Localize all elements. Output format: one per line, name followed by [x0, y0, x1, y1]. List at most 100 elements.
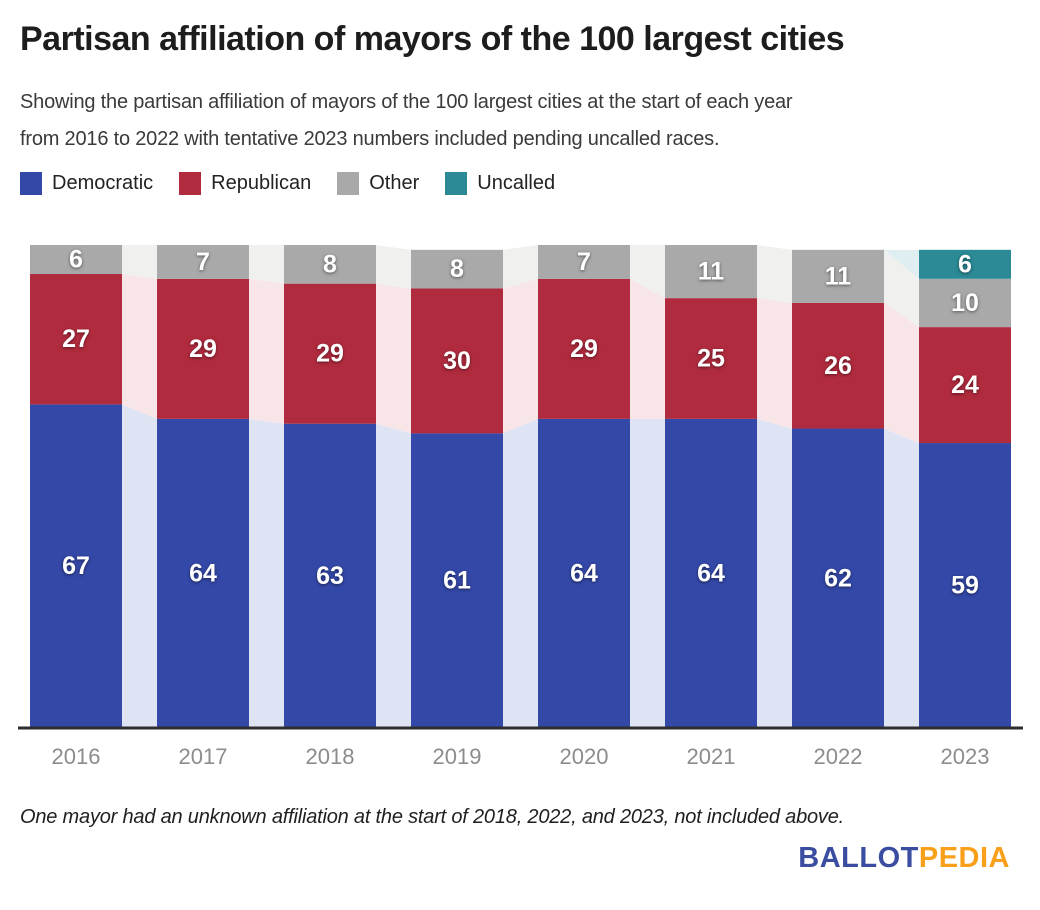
chart-footnote: One mayor had an unknown affiliation at …: [20, 806, 845, 828]
value-label-republican-2017: 29: [189, 335, 217, 363]
connector-band-republican: [376, 283, 411, 434]
x-tick-label-2022: 2022: [814, 744, 863, 769]
connector-band-democratic: [630, 418, 665, 728]
bar-segment-democratic-2018: [284, 423, 376, 728]
bar-segment-republican-2018: [284, 283, 376, 424]
value-label-democratic-2019: 61: [443, 567, 471, 595]
value-label-republican-2020: 29: [570, 335, 598, 363]
legend-label: Other: [369, 172, 420, 194]
value-label-republican-2022: 26: [824, 352, 852, 380]
bar-segment-republican-2023: [919, 327, 1011, 444]
logo-ballot: BALLOT: [798, 842, 919, 874]
legend-label: Uncalled: [477, 172, 556, 194]
legend-swatch-uncalled: [445, 172, 468, 195]
connector-band-republican: [122, 273, 157, 419]
value-label-other-2023: 10: [951, 289, 979, 317]
legend-swatch-other: [337, 172, 360, 195]
x-tick-label-2020: 2020: [560, 744, 609, 769]
connector-band-other: [122, 245, 157, 279]
value-label-democratic-2016: 67: [62, 552, 90, 580]
connector-band-other: [249, 245, 284, 284]
value-label-uncalled-2023: 6: [958, 250, 972, 278]
bar-segment-democratic-2017: [157, 418, 249, 728]
legend-item-uncalled: Uncalled: [445, 172, 555, 195]
value-label-other-2018: 8: [323, 250, 337, 278]
bar-segment-other-2020: [538, 245, 630, 279]
bar-segment-other-2016: [30, 245, 122, 274]
legend-label: Democratic: [52, 172, 154, 194]
connector-band-republican: [630, 278, 665, 419]
x-tick-label-2018: 2018: [306, 744, 355, 769]
connector-band-democratic: [376, 423, 411, 728]
connector-band-democratic: [884, 428, 919, 728]
bar-segment-democratic-2022: [792, 428, 884, 728]
bar-segment-other-2022: [792, 249, 884, 303]
x-tick-label-2017: 2017: [179, 744, 228, 769]
connector-band-democratic: [503, 418, 538, 728]
bar-segment-republican-2020: [538, 278, 630, 419]
chart-legend: Democratic Republican Other Uncalled: [20, 172, 555, 195]
bar-segment-democratic-2023: [919, 443, 1011, 728]
x-tick-label-2021: 2021: [687, 744, 736, 769]
bar-segment-republican-2022: [792, 302, 884, 429]
connector-band-republican: [884, 302, 919, 444]
x-tick-label-2019: 2019: [433, 744, 482, 769]
legend-item-republican: Republican: [179, 172, 311, 195]
bar-segment-other-2023: [919, 278, 1011, 328]
value-label-other-2021: 11: [698, 258, 725, 286]
value-label-other-2020: 7: [577, 248, 591, 276]
connector-band-other: [757, 245, 792, 303]
value-label-democratic-2018: 63: [316, 562, 344, 590]
x-tick-label-2023: 2023: [941, 744, 990, 769]
connector-band-other: [630, 245, 665, 299]
bar-segment-republican-2016: [30, 273, 122, 405]
connector-band-democratic: [122, 404, 157, 728]
bar-segment-democratic-2021: [665, 418, 757, 728]
connector-band-other: [884, 249, 919, 328]
bar-segment-democratic-2019: [411, 433, 503, 728]
chart-subtitle: Showing the partisan affiliation of mayo…: [20, 91, 793, 150]
bar-segment-republican-2017: [157, 278, 249, 419]
connector-band-democratic: [757, 418, 792, 728]
value-label-democratic-2017: 64: [189, 559, 217, 587]
value-label-democratic-2023: 59: [951, 572, 979, 600]
value-label-democratic-2021: 64: [697, 559, 725, 587]
connector-band-republican: [503, 278, 538, 434]
legend-item-democratic: Democratic: [20, 172, 153, 195]
value-label-republican-2023: 24: [951, 371, 979, 399]
value-label-republican-2018: 29: [316, 340, 344, 368]
stacked-bar-chart: 6727620166429720176329820186130820196429…: [18, 245, 1023, 769]
logo-pedia: PEDIA: [918, 842, 1010, 874]
bar-segment-other-2017: [157, 245, 249, 279]
connector-band-other: [376, 245, 411, 289]
value-label-democratic-2022: 62: [824, 564, 852, 592]
connector-band-republican: [249, 278, 284, 424]
value-label-republican-2016: 27: [62, 325, 90, 353]
value-label-other-2017: 7: [196, 248, 210, 276]
connector-band-democratic: [249, 418, 284, 728]
legend-label: Republican: [211, 172, 312, 194]
bar-segment-democratic-2016: [30, 404, 122, 728]
value-label-democratic-2020: 64: [570, 559, 598, 587]
bar-segment-uncalled-2023: [919, 249, 1011, 279]
connector-band-other: [503, 245, 538, 289]
bar-segment-democratic-2020: [538, 418, 630, 728]
legend-swatch-republican: [179, 172, 202, 195]
x-tick-label-2016: 2016: [52, 744, 101, 769]
bar-segment-republican-2019: [411, 288, 503, 434]
bar-segment-other-2018: [284, 245, 376, 284]
value-label-republican-2019: 30: [443, 347, 471, 375]
bar-segment-republican-2021: [665, 298, 757, 419]
legend-swatch-democratic: [20, 172, 42, 195]
page-title: Partisan affiliation of mayors of the 10…: [20, 20, 845, 58]
value-label-other-2016: 6: [69, 245, 83, 273]
value-label-other-2022: 11: [825, 262, 852, 290]
value-label-republican-2021: 25: [697, 345, 725, 373]
bar-segment-other-2021: [665, 245, 757, 299]
ballotpedia-logo: BALLOTPEDIA: [798, 842, 1010, 875]
value-label-other-2019: 8: [450, 255, 464, 283]
legend-item-other: Other: [337, 172, 419, 195]
bar-segment-other-2019: [411, 249, 503, 289]
connector-band-republican: [757, 298, 792, 429]
